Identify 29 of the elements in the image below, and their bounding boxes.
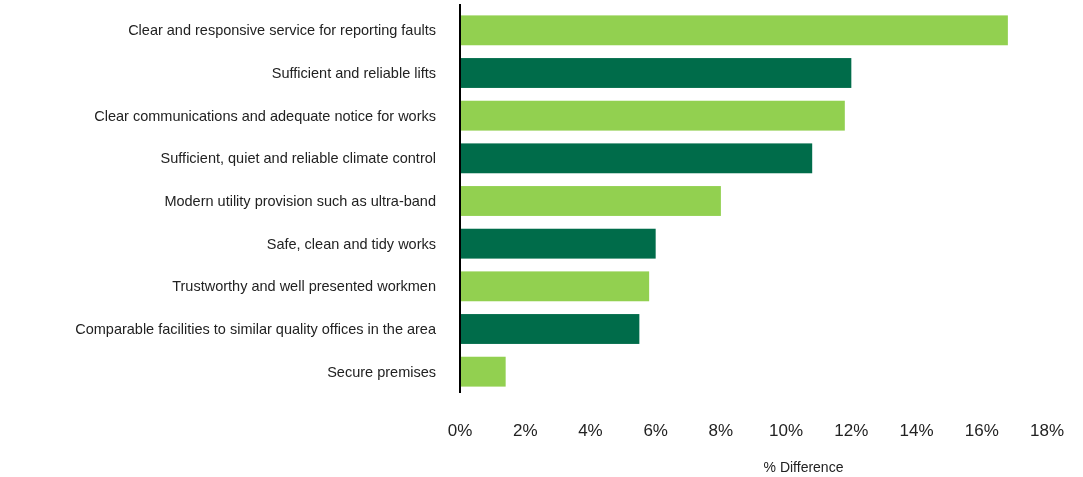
x-tick-label: 16% [964,421,999,440]
x-tick-label: 4% [578,421,603,440]
bar [460,356,506,387]
y-tick-label: Clear communications and adequate notice for works [94,107,436,124]
bar [460,228,656,259]
x-tick-label: 14% [899,421,934,440]
y-tick-label: Modern utility provision such as ultra-band [164,193,436,210]
bar [460,15,1008,46]
bar [460,58,852,88]
y-tick-label: Sufficient, quiet and reliable climate control [160,150,436,167]
y-tick-label: Comparable facilities to similar quality offices in the area [75,321,437,338]
x-tick-label: 12% [834,421,869,440]
bar [460,186,721,216]
x-axis-title: % Difference [763,459,844,475]
bar [460,100,845,131]
x-tick-label: 18% [1029,421,1065,440]
bar [460,314,640,344]
y-tick-label: Trustworthy and well presented workmen [172,278,436,295]
x-tick-label: 0% [447,421,473,440]
y-tick-label: Safe, clean and tidy works [266,235,436,252]
x-tick-label: 6% [643,421,668,440]
x-tick-label: 8% [708,421,734,440]
y-tick-label: Secure premises [327,363,436,380]
y-tick-label: Clear and responsive service for reporting faults [128,22,436,39]
bar [460,143,813,174]
x-tick-label: 10% [769,421,804,440]
x-tick-label: 2% [512,421,538,440]
bar [460,271,650,302]
y-tick-label: Sufficient and reliable lifts [271,65,436,82]
